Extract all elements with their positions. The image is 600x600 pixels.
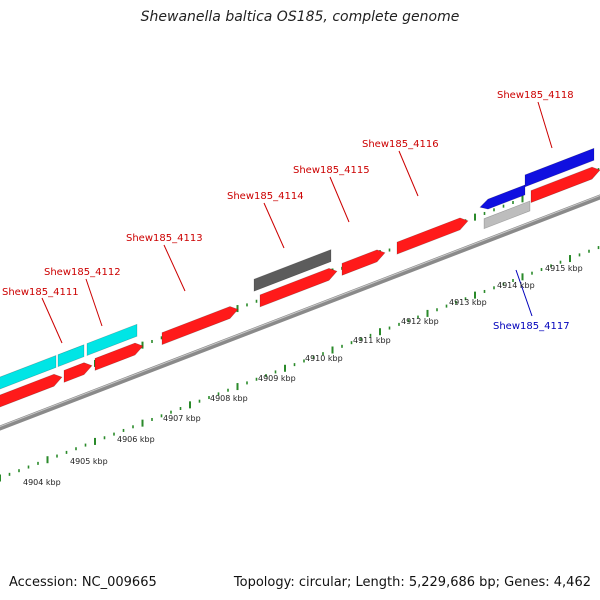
kbp-label: 4912 kbp [401,317,439,326]
kbp-label: 4909 kbp [258,374,296,383]
pseudo-shew185-4114 [253,249,332,292]
kbp-label: 4904 kbp [23,478,61,487]
cds-shew185-4118-rev [524,147,595,188]
label-leader-line [85,278,103,327]
label-leader-line [537,101,553,149]
kbp-scale-labels: 4904 kbp 4905 kbp 4906 kbp 4907 kbp 4908… [23,264,583,487]
backbone [0,194,600,431]
gene-label-shew185-4112[interactable]: Shew185_4112 [44,267,121,278]
kbp-label: 4906 kbp [117,435,155,444]
gene-label-shew185-4118[interactable]: Shew185_4118 [497,90,574,101]
cds-shew185-4116 [396,217,469,255]
label-leader-line [515,269,533,317]
label-leader-line [263,202,285,249]
kbp-label: 4905 kbp [70,457,108,466]
gene-label-shew185-4113[interactable]: Shew185_4113 [126,233,203,244]
kbp-label: 4913 kbp [449,298,487,307]
gene-label-shew185-4115[interactable]: Shew185_4115 [293,165,370,176]
kbp-label: 4910 kbp [305,354,343,363]
kbp-label: 4914 kbp [497,281,535,290]
cds-shew185-4114 [259,268,338,308]
gene-label-shew185-4114[interactable]: Shew185_4114 [227,191,304,202]
cds-shew185-4112 [94,342,144,371]
gene-label-shew185-4116[interactable]: Shew185_4116 [362,139,439,150]
label-leader-line [163,244,186,292]
rna-feature-a [0,355,57,390]
kbp-label: 4911 kbp [353,336,391,345]
accession-text: Accession: NC_009665 [9,575,157,590]
cds-shew185-4115 [341,249,386,276]
cds-shew185-4117-rev [479,184,526,210]
cds-shew185-4111 [0,373,63,408]
rna-feature-b [57,344,85,368]
kbp-label: 4915 kbp [545,264,583,273]
map-title: Shewanella baltica OS185, complete genom… [140,9,460,25]
topology-text: Topology: circular; Length: 5,229,686 bp… [233,575,591,590]
gene-label-shew185-4111[interactable]: Shew185_4111 [2,287,79,298]
backbone-highlight [0,194,600,428]
label-leaders [41,101,553,344]
gene-label-shew185-4117[interactable]: Shew185_4117 [493,321,570,332]
kbp-label: 4907 kbp [163,414,201,423]
pseudo-shew185-4117 [483,200,531,230]
rna-feature-c [86,323,138,356]
label-leader-line [41,297,63,344]
cds-shew185-4118 [530,166,600,204]
cds-shew185-4113 [161,306,239,346]
feature-track [0,147,600,408]
backbone-line [0,194,600,431]
cds-shew185-4111b [63,362,93,383]
label-leader-line [329,176,350,223]
label-leader-line [398,150,419,197]
kbp-label: 4908 kbp [210,394,248,403]
inner-tick-track [0,246,600,482]
